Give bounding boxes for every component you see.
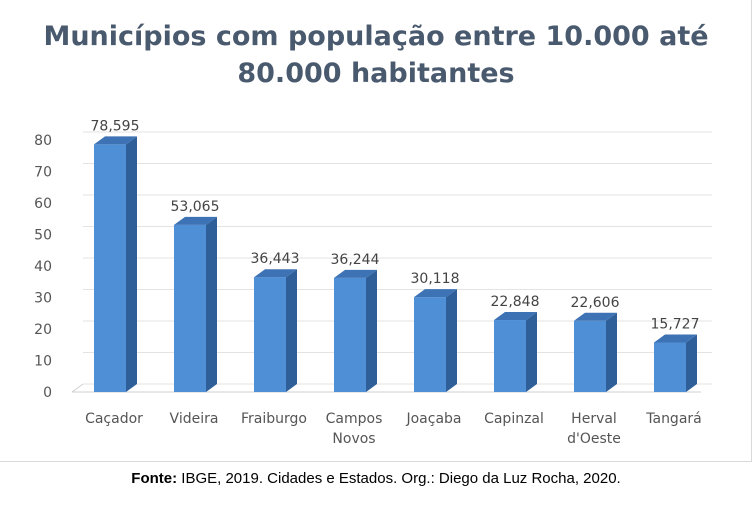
y-tick-label-20: 20 xyxy=(34,322,52,338)
category-label-3-1: Novos xyxy=(332,431,375,447)
chart-title: Municípios com população entre 10.000 at… xyxy=(0,18,752,92)
bar-1 xyxy=(174,224,206,392)
category-label-6-1: d'Oeste xyxy=(567,431,621,447)
bar-top-6 xyxy=(574,312,617,321)
bar-side-4 xyxy=(446,289,457,392)
category-label-0: Caçador xyxy=(85,411,143,427)
bar-6 xyxy=(574,320,606,392)
source-text: IBGE, 2019. Cidades e Estados. Org.: Die… xyxy=(177,470,621,487)
bar-4 xyxy=(414,297,446,392)
category-label-2: Fraiburgo xyxy=(241,411,307,427)
bar-top-7 xyxy=(654,334,697,343)
category-label-7: Tangará xyxy=(645,411,702,427)
y-tick-label-10: 10 xyxy=(34,354,52,370)
bar-side-6 xyxy=(606,312,617,392)
bar-0 xyxy=(94,144,126,392)
category-label-4: Joaçaba xyxy=(405,411,461,427)
category-label-6-0: Herval xyxy=(571,411,617,427)
bar-top-3 xyxy=(334,269,377,278)
y-tick-label-50: 50 xyxy=(34,228,52,244)
bar-top-2 xyxy=(254,269,297,278)
data-label-5: 22,848 xyxy=(491,294,540,310)
data-label-4: 30,118 xyxy=(411,271,460,287)
bar-side-5 xyxy=(526,312,537,392)
bar-5 xyxy=(494,320,526,392)
y-tick-label-60: 60 xyxy=(34,196,52,212)
bar-side-0 xyxy=(126,136,137,392)
bar-2 xyxy=(254,277,286,392)
bar-chart: 0 10 20 30 40 50 60 70 80 78,595 Caçador 53,065 Vide… xyxy=(34,118,712,447)
bar-3 xyxy=(334,277,366,392)
bar-side-2 xyxy=(286,269,297,392)
x-axis-floor-depth xyxy=(71,383,84,393)
source-label: Fonte: xyxy=(131,470,178,487)
y-tick-label-80: 80 xyxy=(34,133,52,149)
bar-side-7 xyxy=(686,334,697,392)
data-label-1: 53,065 xyxy=(171,199,220,215)
y-tick-label-30: 30 xyxy=(34,291,52,307)
category-label-3-0: Campos xyxy=(326,411,383,427)
chart-title-line-1: Municípios com população entre 10.000 at… xyxy=(43,21,709,52)
source-caption: Fonte: IBGE, 2019. Cidades e Estados. Or… xyxy=(0,470,752,487)
data-label-3: 36,244 xyxy=(331,252,380,268)
bar-side-1 xyxy=(206,216,217,392)
bar-top-4 xyxy=(414,289,457,298)
category-label-5: Capinzal xyxy=(484,411,544,427)
data-label-2: 36,443 xyxy=(251,251,300,267)
category-label-1: Videira xyxy=(170,411,219,427)
y-tick-label-0: 0 xyxy=(43,385,52,401)
bar-top-1 xyxy=(174,216,217,225)
bar-top-5 xyxy=(494,312,537,321)
y-tick-label-70: 70 xyxy=(34,165,52,181)
bar-7 xyxy=(654,342,686,392)
bar-side-3 xyxy=(366,269,377,392)
y-tick-label-40: 40 xyxy=(34,259,52,275)
data-label-6: 22,606 xyxy=(571,295,620,311)
data-label-7: 15,727 xyxy=(651,316,700,332)
chart-title-line-2: 80.000 habitantes xyxy=(237,58,515,89)
bar-top-0 xyxy=(94,136,137,145)
data-label-0: 78,595 xyxy=(91,118,140,134)
